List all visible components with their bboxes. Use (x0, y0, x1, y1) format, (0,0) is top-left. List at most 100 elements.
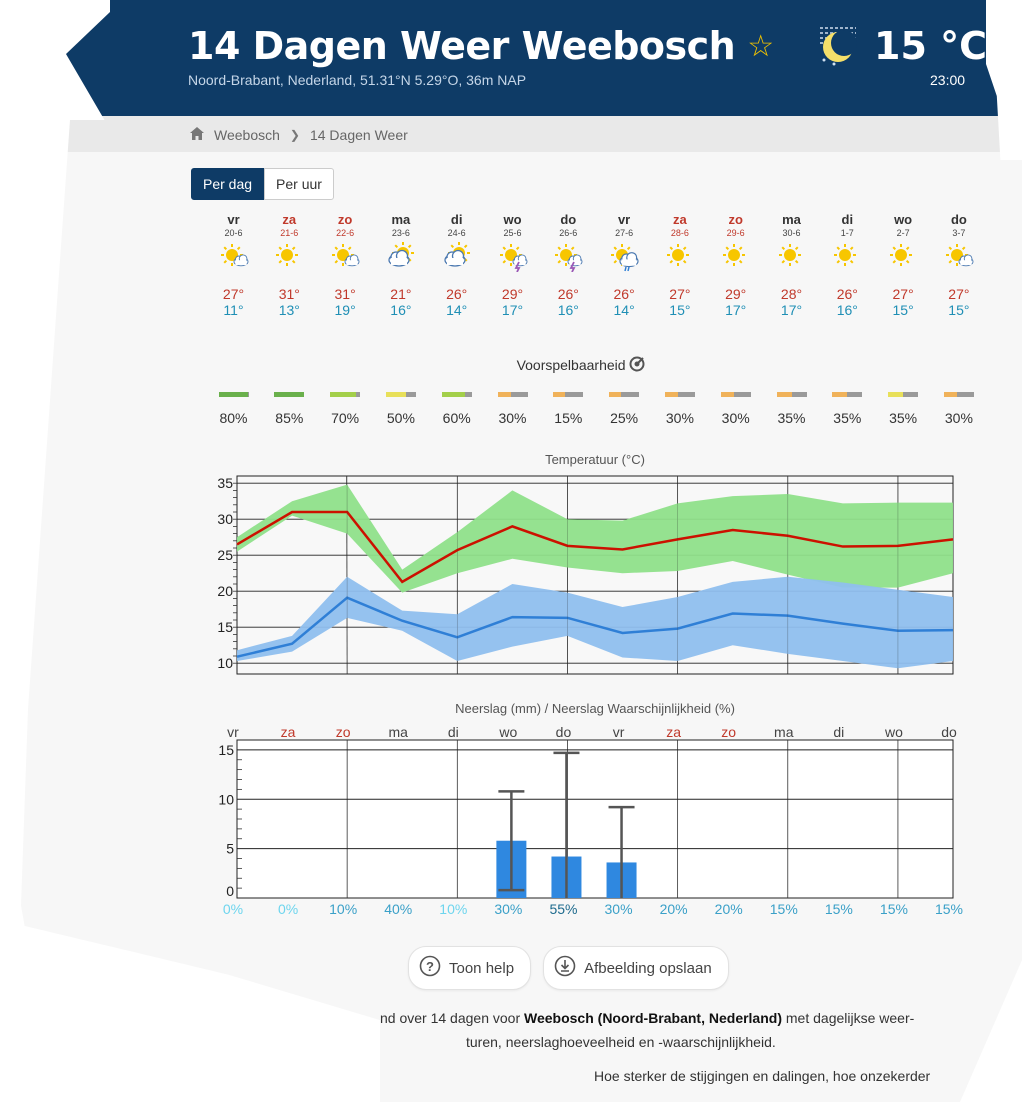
predictability-item: 35% (764, 392, 820, 426)
precip-plot-area (236, 739, 954, 899)
day-name: wo (503, 212, 522, 227)
favorite-star-icon[interactable]: ☆ (747, 29, 774, 64)
precip-probability-label: 55% (549, 901, 577, 917)
day-date: 27-6 (615, 228, 634, 238)
day-name: za (282, 212, 297, 227)
precip-probability-label: 15% (880, 901, 908, 917)
day-column[interactable]: ma 23-6 21° 16° (373, 212, 429, 318)
sun-rain-icon (596, 242, 652, 276)
day-date: 23-6 (391, 228, 410, 238)
predictability-bar (664, 392, 695, 397)
day-date: 30-6 (782, 228, 801, 238)
precip-probability-label: 40% (384, 901, 412, 917)
day-min-temp: 19° (334, 302, 356, 318)
per-day-button[interactable]: Per dag (191, 168, 265, 200)
temperature-chart: 10 15 20 25 30 35 (217, 475, 954, 675)
day-date: 21-6 (280, 228, 299, 238)
day-date: 29-6 (726, 228, 745, 238)
day-max-temp: 27° (669, 286, 691, 302)
predictability-bar (553, 392, 584, 397)
predictability-percent: 70% (331, 410, 360, 426)
day-min-temp: 16° (836, 302, 858, 318)
predictability-bar (888, 392, 919, 397)
save-image-button-label: Afbeelding opslaan (584, 959, 712, 977)
temp-tick-label: 35 (217, 475, 233, 491)
predictability-item: 70% (317, 392, 373, 426)
predictability-bar (330, 392, 361, 397)
precip-probability-label: 15% (770, 901, 798, 917)
day-column[interactable]: wo 25-6 29° 17° (485, 212, 541, 318)
day-name: zo (728, 212, 743, 227)
breadcrumb: Weebosch ❯ 14 Dagen Weer (190, 127, 408, 143)
day-max-temp: 31° (278, 286, 300, 302)
download-circle-icon (554, 955, 576, 981)
predictability-bar (441, 392, 472, 397)
predictability-item: 80% (206, 392, 262, 426)
per-hour-button[interactable]: Per uur (264, 168, 334, 200)
precip-probability-label: 0% (223, 901, 243, 917)
current-temperature: 15 °C (874, 24, 987, 68)
predictability-bar (832, 392, 863, 397)
paragraph-text-1b: met dagelijkse weer- (782, 1010, 915, 1026)
day-name: di (450, 212, 463, 227)
day-date: 25-6 (503, 228, 522, 238)
precip-probability-label: 30% (494, 901, 522, 917)
precip-day-label: do (941, 724, 957, 740)
precip-tick-label: 0 (226, 883, 234, 899)
paragraph-text-2: turen, neerslaghoeveelheid en -waarschij… (466, 1034, 776, 1050)
breadcrumb-home-link[interactable]: Weebosch (214, 127, 280, 143)
predictability-item: 60% (429, 392, 485, 426)
predictability-item: 30% (652, 392, 708, 426)
home-icon[interactable] (190, 127, 204, 143)
page-title: 14 Dagen Weer Weebosch ☆ (188, 24, 774, 68)
predictability-percent: 80% (219, 410, 248, 426)
location-subtitle: Noord-Brabant, Nederland, 51.31°N 5.29°O… (188, 72, 527, 88)
precip-probability-label: 20% (715, 901, 743, 917)
day-max-temp: 26° (446, 286, 468, 302)
predictability-bar (720, 392, 751, 397)
day-column[interactable]: di 24-6 26° 14° (429, 212, 485, 318)
day-column[interactable]: vr 27-6 26° 14° (596, 212, 652, 318)
predictability-percent: 60% (442, 410, 471, 426)
save-image-button[interactable]: Afbeelding opslaan (543, 946, 729, 990)
predictability-percent: 35% (833, 410, 862, 426)
breadcrumb-current: 14 Dagen Weer (309, 127, 408, 143)
precip-probability-label: 15% (825, 901, 853, 917)
day-column[interactable]: vr 20-6 27° 11° (206, 212, 262, 318)
predictability-bar (218, 392, 249, 397)
sun-thunder-icon (485, 242, 541, 276)
day-column[interactable]: wo 2-7 27° 15° (875, 212, 931, 318)
day-column[interactable]: do 26-6 26° 16° (540, 212, 596, 318)
day-date: 3-7 (952, 228, 966, 238)
precip-day-label: di (448, 724, 459, 740)
precip-day-label: di (833, 724, 844, 740)
day-column[interactable]: do 3-7 27° 15° (931, 212, 987, 318)
sun-icon (875, 242, 931, 276)
predictability-percent: 15% (554, 410, 583, 426)
day-column[interactable]: di 1-7 26° 16° (819, 212, 875, 318)
day-column[interactable]: za 21-6 31° 13° (261, 212, 317, 318)
precip-tick-label: 5 (226, 841, 234, 857)
precip-day-label: vr (227, 724, 239, 740)
precip-probability-label: 20% (660, 901, 688, 917)
main-content: Per dag Per uur vr 20-6 27° 11° za 21-6 3… (0, 152, 1022, 1102)
day-column[interactable]: zo 29-6 29° 17° (708, 212, 764, 318)
predictability-percent: 30% (721, 410, 750, 426)
day-name: di (841, 212, 854, 227)
day-min-temp: 17° (780, 302, 803, 318)
predictability-info-icon[interactable] (629, 356, 645, 373)
day-max-temp: 29° (501, 286, 524, 302)
predictability-title-text: Voorspelbaarheid (516, 357, 626, 373)
day-name: ma (391, 212, 411, 227)
day-column[interactable]: za 28-6 27° 15° (652, 212, 708, 318)
day-max-temp: 28° (780, 286, 803, 302)
precip-probability-label: 10% (439, 901, 467, 917)
day-date: 1-7 (840, 228, 854, 238)
help-button[interactable]: ? Toon help (408, 946, 532, 990)
sun-cloud-icon (206, 242, 262, 276)
day-min-temp: 17° (501, 302, 524, 318)
day-date: 20-6 (224, 228, 243, 238)
day-column[interactable]: zo 22-6 31° 19° (317, 212, 373, 318)
day-column[interactable]: ma 30-6 28° 17° (764, 212, 820, 318)
day-max-temp: 26° (557, 286, 579, 302)
